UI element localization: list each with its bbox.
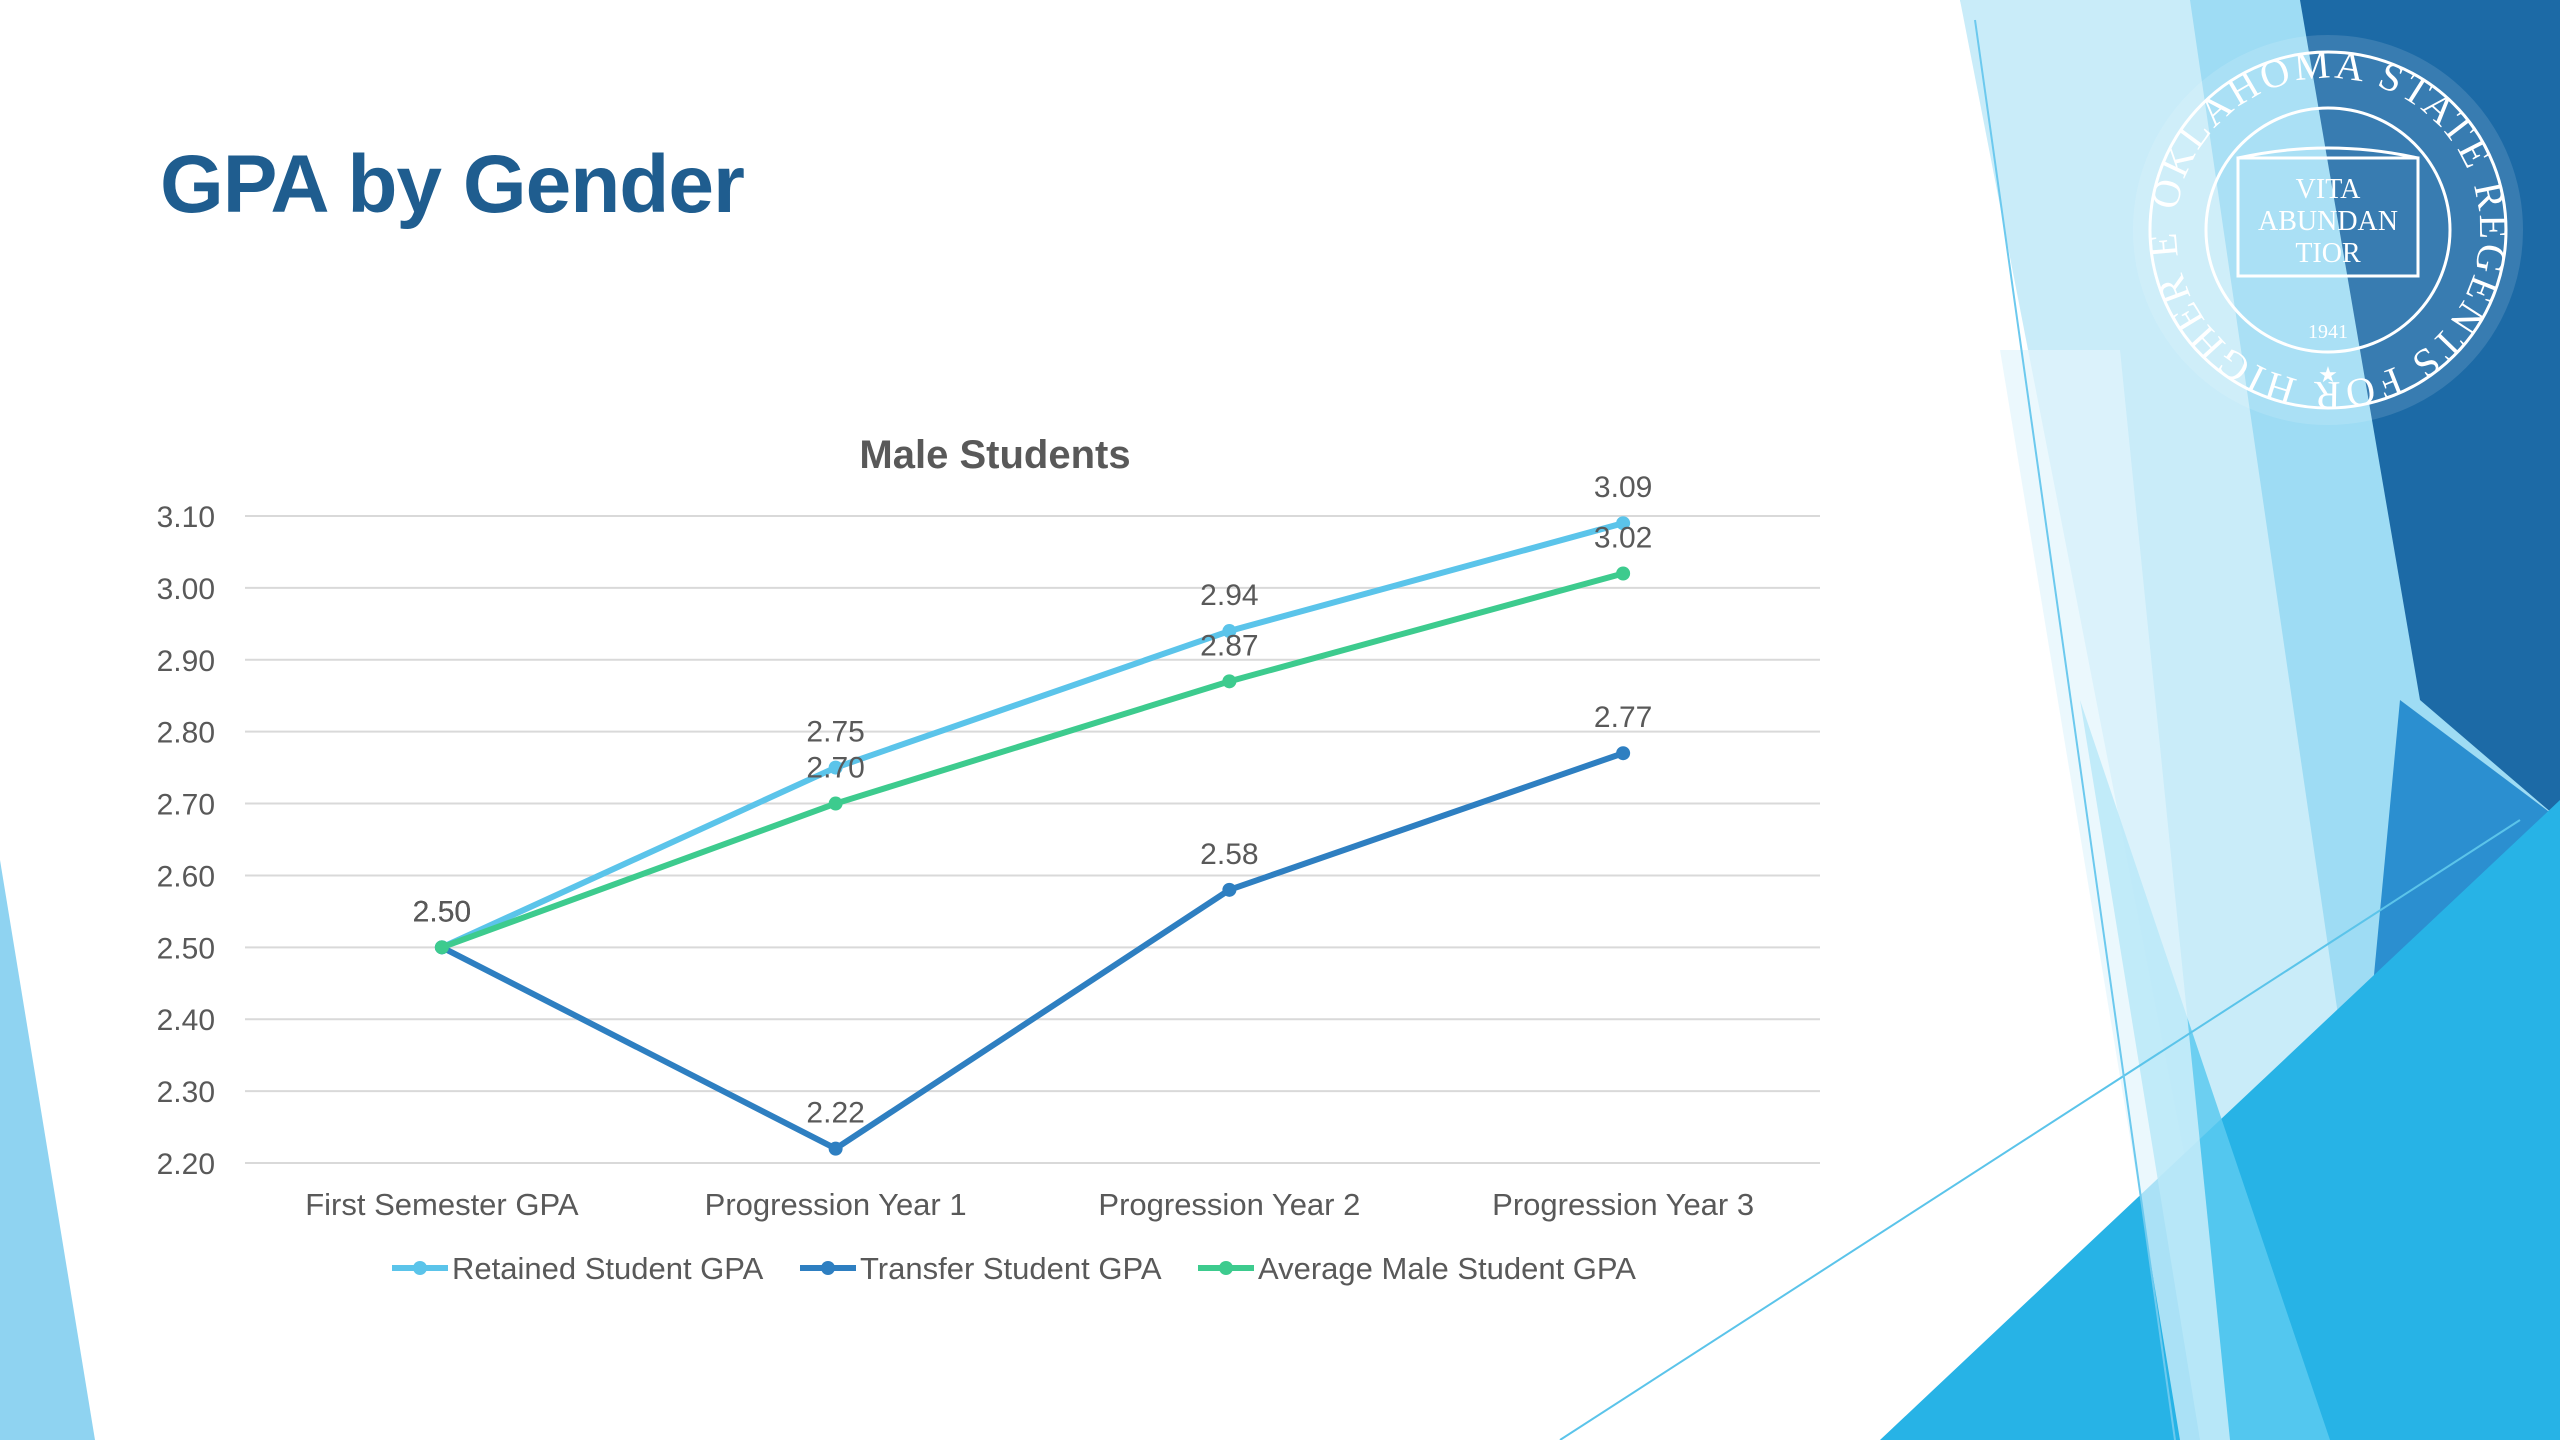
y-tick-label: 3.00 [157, 573, 215, 606]
legend-label: Transfer Student GPA [860, 1251, 1162, 1286]
slide-title: GPA by Gender [160, 139, 745, 230]
y-tick-label: 3.10 [157, 501, 215, 534]
x-tick-label: First Semester GPA [305, 1187, 579, 1222]
legend-label: Retained Student GPA [452, 1251, 764, 1286]
y-tick-label: 2.40 [157, 1004, 215, 1037]
series-line-2 [440, 570, 1624, 951]
data-point [1616, 746, 1631, 761]
data-label: 2.87 [1200, 629, 1258, 662]
x-tick-label: Progression Year 1 [705, 1187, 967, 1222]
shard-pale-strip [2000, 350, 2230, 1440]
data-label: 2.94 [1200, 579, 1258, 612]
x-tick-label: Progression Year 3 [1492, 1187, 1754, 1222]
y-tick-label: 2.70 [157, 789, 215, 822]
left-edge-shard [0, 860, 95, 1440]
data-label: 2.75 [806, 716, 864, 749]
seal-motto-1: VITA [2296, 174, 2361, 205]
legend-label: Average Male Student GPA [1258, 1251, 1636, 1286]
data-point [1222, 624, 1237, 639]
data-point [828, 796, 843, 811]
series-line-1 [440, 750, 1625, 1152]
data-point [434, 940, 449, 955]
legend-swatch-marker [413, 1261, 427, 1275]
grid-lines [245, 515, 1820, 1164]
seal-motto-3: TIOR [2295, 238, 2361, 269]
data-label: 2.70 [806, 752, 864, 785]
y-axis-tick-labels: 2.20 2.30 2.40 2.50 2.60 2.70 2.80 2.90 3.00 3.10 [157, 501, 215, 1181]
seal-year: 1941 [2308, 321, 2348, 343]
series-line-0 [440, 520, 1624, 951]
y-tick-label: 2.90 [157, 645, 215, 678]
thin-diagonal-line [1559, 819, 2521, 1440]
data-label: 2.22 [806, 1097, 864, 1130]
y-tick-label: 2.80 [157, 717, 215, 750]
y-tick-label: 2.20 [157, 1148, 215, 1181]
chart-legend: Retained Student GPA Transfer Student GPA… [392, 1251, 1636, 1286]
data-label: 2.50 [413, 895, 471, 928]
data-label: 3.02 [1594, 522, 1652, 555]
data-label: 2.77 [1594, 701, 1652, 734]
shard-dark-top [2300, 0, 2560, 820]
data-point [1616, 566, 1631, 581]
data-point [828, 1141, 843, 1156]
data-label: 2.58 [1200, 838, 1258, 871]
y-tick-label: 2.30 [157, 1076, 215, 1109]
seal-star-icon: ★ [2318, 363, 2338, 388]
thin-vertical-line [1974, 19, 2176, 1440]
data-label: 2.50 [413, 895, 471, 928]
y-tick-label: 2.50 [157, 932, 215, 965]
data-point [1222, 674, 1237, 689]
legend-swatch-marker [821, 1261, 835, 1275]
data-point [828, 760, 843, 775]
data-labels: 2.502.752.943.092.502.222.582.772.502.70… [413, 471, 1653, 1129]
data-label: 3.09 [1594, 471, 1652, 504]
x-tick-label: Progression Year 2 [1098, 1187, 1360, 1222]
data-point [1222, 882, 1237, 897]
series-lines [434, 516, 1631, 1156]
data-point [1616, 516, 1631, 531]
y-tick-label: 2.60 [157, 860, 215, 893]
seal-motto-2: ABUNDAN [2258, 206, 2398, 237]
chart-title: Male Students [859, 433, 1130, 477]
data-label: 2.50 [413, 895, 471, 928]
regents-seal-logo: OKLAHOMA STATE REGENTS FOR HIGHER EDUCAT… [2128, 30, 2523, 425]
x-axis-tick-labels: First Semester GPA Progression Year 1 Prog… [305, 1187, 1754, 1222]
legend-swatch-marker [1219, 1261, 1233, 1275]
